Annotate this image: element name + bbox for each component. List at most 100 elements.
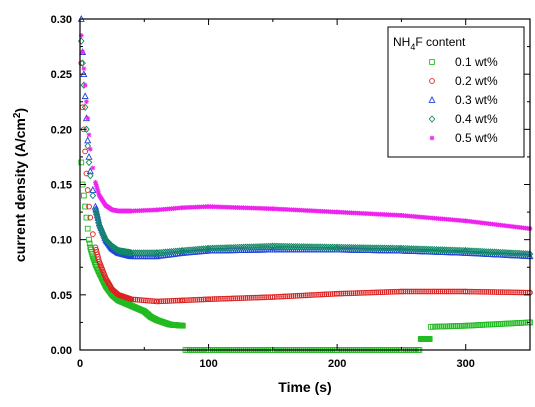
- data-point: [416, 245, 424, 253]
- data-point: [476, 247, 484, 256]
- data-point: [344, 290, 351, 297]
- data-point: [513, 249, 521, 258]
- data-point: [272, 294, 278, 300]
- data-point: [425, 288, 432, 295]
- axes: 0 100 200 300 0.00 0.05 0.10 0.15 0.20 0.25 0.30: [51, 14, 530, 370]
- data-point: [209, 296, 216, 302]
- data-point: [520, 289, 527, 296]
- data-point: [257, 294, 263, 301]
- data-point: [96, 190, 102, 196]
- data-point: [83, 214, 90, 221]
- data-point: [455, 246, 463, 255]
- data-point: [80, 49, 85, 55]
- data-point: [152, 249, 160, 257]
- data-point: [84, 225, 91, 232]
- data-point: [228, 295, 235, 302]
- data-point: [474, 247, 482, 256]
- data-point: [244, 295, 251, 301]
- data-point: [426, 245, 434, 254]
- data-point: [162, 298, 169, 304]
- y-tick-label: 0.30: [51, 14, 72, 26]
- data-point: [236, 295, 243, 302]
- data-point: [491, 248, 498, 256]
- data-point: [439, 246, 446, 254]
- data-point: [466, 288, 473, 295]
- data-point: [406, 288, 413, 295]
- data-point: [491, 289, 498, 295]
- data-point: [439, 288, 446, 295]
- data-point: [406, 245, 413, 253]
- data-point: [504, 289, 510, 296]
- data-point: [334, 290, 340, 297]
- legend-marker: [429, 135, 435, 141]
- data-point: [284, 293, 291, 300]
- data-point: [435, 246, 442, 254]
- data-point: [282, 293, 289, 300]
- data-point: [211, 296, 218, 302]
- data-point: [290, 293, 297, 299]
- data-point: [296, 292, 303, 299]
- data-point: [90, 165, 96, 171]
- data-point: [216, 296, 222, 302]
- data-point: [381, 289, 388, 295]
- data-point: [473, 288, 479, 295]
- data-point: [280, 293, 286, 300]
- data-point: [85, 115, 91, 121]
- data-point: [192, 296, 199, 303]
- x-tick-label: 300: [457, 358, 475, 370]
- data-point: [93, 179, 98, 185]
- data-point: [433, 246, 440, 254]
- data-point: [373, 289, 380, 296]
- data-point: [404, 245, 411, 253]
- data-point: [78, 159, 85, 166]
- data-point: [470, 247, 478, 255]
- data-point: [336, 290, 343, 297]
- y-tick-label: 0.05: [51, 290, 72, 302]
- data-point: [263, 294, 270, 301]
- data-point: [365, 289, 371, 296]
- data-point: [246, 294, 253, 301]
- data-point: [198, 296, 205, 303]
- data-point: [391, 288, 398, 295]
- data-point: [207, 296, 214, 303]
- y-axis-title: current density (A/cm2): [12, 108, 28, 262]
- data-point: [422, 245, 430, 254]
- data-point: [136, 297, 143, 303]
- data-point: [194, 296, 201, 303]
- data-point: [469, 288, 475, 295]
- data-point: [450, 288, 456, 295]
- data-point: [524, 250, 531, 258]
- data-point: [327, 291, 334, 297]
- data-point: [379, 289, 386, 296]
- data-point: [485, 289, 492, 295]
- data-point: [505, 249, 513, 257]
- data-point: [383, 289, 390, 295]
- data-point: [255, 294, 261, 301]
- data-point: [443, 288, 450, 295]
- data-point: [437, 246, 444, 254]
- data-point: [453, 246, 461, 255]
- data-point: [363, 289, 369, 296]
- data-point: [408, 245, 416, 253]
- data-point: [493, 248, 500, 256]
- data-point: [371, 289, 378, 296]
- data-point: [412, 288, 419, 295]
- data-point: [331, 243, 338, 252]
- data-point: [342, 290, 349, 297]
- data-point: [266, 242, 274, 251]
- data-point: [346, 290, 353, 297]
- y-tick-label: 0.20: [51, 124, 72, 136]
- data-point: [375, 289, 382, 296]
- data-point: [415, 288, 421, 295]
- data-point: [95, 188, 101, 194]
- data-point: [350, 290, 357, 297]
- data-point: [451, 246, 459, 255]
- data-point: [317, 291, 324, 298]
- data-point: [501, 289, 508, 296]
- data-point: [475, 288, 481, 295]
- data-point: [250, 294, 257, 301]
- data-point: [340, 290, 347, 297]
- data-point: [302, 292, 309, 299]
- data-point: [84, 142, 92, 150]
